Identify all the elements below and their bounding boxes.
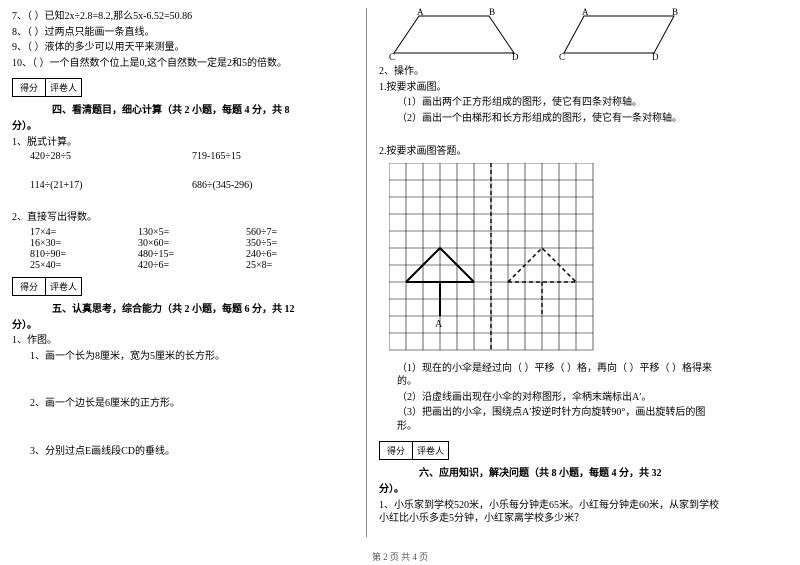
s5-1a: 1、画一个长为8厘米，宽为5厘米的长方形。 (12, 350, 354, 364)
page: 7、（ ）已知2x÷2.8=8.2,那么5x-6.52=50.86 8、（ ）过… (0, 0, 800, 545)
score-box-6: 得分 评卷人 (379, 441, 449, 460)
m-row-1: 16×30= 30×60= 350÷5= (12, 238, 354, 249)
section-4-title: 四、看清题目，细心计算（共 2 小题，每题 4 分，共 8 (12, 99, 354, 118)
section-5-title: 五、认真思考，综合能力（共 2 小题，每题 6 分，共 12 (12, 298, 354, 317)
m-row-2: 810÷90= 480÷15= 240÷6= (12, 249, 354, 260)
label-c: C (389, 52, 395, 62)
expr: 16×30= (30, 238, 138, 249)
expr: 480÷15= (138, 249, 246, 260)
expr: 420÷28÷5 (30, 151, 192, 162)
parallelogram-figure: A B C D (559, 8, 689, 63)
score-label: 得分 (13, 79, 46, 96)
section-6-suffix: 分）。 (379, 483, 721, 497)
s6-1: 1、小乐家到学校520米，小乐每分钟走65米。小红每分钟走60米，从家到学校小红… (379, 499, 721, 526)
shapes-row: A B C D A B C D (379, 8, 721, 63)
grader-label: 评卷人 (413, 442, 448, 459)
expr: 719-165÷15 (192, 151, 354, 162)
expr: 240÷6= (246, 249, 354, 260)
s2-2a: （1）现在的小伞是经过向（ ）平移（ ）格，再向（ ）平移（ ）格得来的。 (379, 362, 721, 389)
expr: 350÷5= (246, 238, 354, 249)
page-footer: 第 2 页 共 4 页 (0, 550, 800, 563)
expr: 30×60= (138, 238, 246, 249)
score-box-5: 得分 评卷人 (12, 277, 82, 296)
expr: 560÷7= (246, 227, 354, 238)
score-box-4: 得分 评卷人 (12, 78, 82, 97)
s4-1: 1、脱式计算。 (12, 136, 354, 150)
calc-row-2: 114÷(21+17) 686÷(345-296) (12, 180, 354, 191)
q10: 10、（ ）一个自然数个位上是0,这个自然数一定是2和5的倍数。 (12, 57, 354, 71)
section-5-suffix: 分）。 (12, 319, 354, 333)
s5-1: 1、作图。 (12, 334, 354, 348)
right-column: A B C D A B C D 2、操作。 1.按要求画图。 （1）画出两个正方… (367, 0, 733, 545)
section-6-title: 六、应用知识，解决问题（共 8 小题，每题 4 分，共 32 (379, 462, 721, 481)
label-a: A (417, 8, 424, 17)
expr: 17×4= (30, 227, 138, 238)
expr: 810÷90= (30, 249, 138, 260)
q9: 9、（ ）液体的多少可以用天平来测量。 (12, 41, 354, 55)
s2-1: 1.按要求画图。 (379, 81, 721, 95)
label-c: C (559, 52, 565, 62)
s2-1b: （2）画出一个由梯形和长方形组成的图形，使它有一条对称轴。 (379, 112, 721, 126)
grid-label-a: A (435, 319, 443, 330)
s2: 2、操作。 (379, 65, 721, 79)
score-label: 得分 (13, 278, 46, 295)
s2-2: 2.按要求画图答题。 (379, 145, 721, 159)
calc-row-1: 420÷28÷5 719-165÷15 (12, 151, 354, 162)
section-4-suffix: 分）。 (12, 120, 354, 134)
label-b: B (672, 8, 678, 17)
expr: 130×5= (138, 227, 246, 238)
s2-1a: （1）画出两个正方形组成的图形，使它有四条对称轴。 (379, 96, 721, 110)
q8: 8、（ ）过两点只能画一条直线。 (12, 26, 354, 40)
s5-1b: 2、画一个边长是6厘米的正方形。 (12, 397, 354, 411)
score-label: 得分 (380, 442, 413, 459)
label-a: A (582, 8, 589, 17)
expr: 25×8= (246, 260, 354, 271)
label-d: D (512, 52, 519, 62)
m-row-0: 17×4= 130×5= 560÷7= (12, 227, 354, 238)
s2-2c: （3）把画出的小伞，围绕点A′按逆时针方向旋转90°，画出旋转后的图形。 (379, 406, 721, 433)
expr: 114÷(21+17) (30, 180, 192, 191)
s5-1c: 3、分别过点E画线段CD的垂线。 (12, 445, 354, 459)
grader-label: 评卷人 (46, 79, 81, 96)
grid-figure: A (389, 163, 721, 358)
expr: 686÷(345-296) (192, 180, 354, 191)
s4-2: 2、直接写出得数。 (12, 211, 354, 225)
s2-2b: （2）沿虚线画出现在小伞的对称图形，伞柄末端标出A′。 (379, 391, 721, 405)
label-d: D (652, 52, 659, 62)
expr: 420÷6= (138, 260, 246, 271)
trapezoid-figure: A B C D (389, 8, 519, 63)
left-column: 7、（ ）已知2x÷2.8=8.2,那么5x-6.52=50.86 8、（ ）过… (0, 0, 366, 545)
m-row-3: 25×40= 420÷6= 25×8= (12, 260, 354, 271)
q7: 7、（ ）已知2x÷2.8=8.2,那么5x-6.52=50.86 (12, 10, 354, 24)
label-b: B (489, 8, 495, 17)
grader-label: 评卷人 (46, 278, 81, 295)
expr: 25×40= (30, 260, 138, 271)
